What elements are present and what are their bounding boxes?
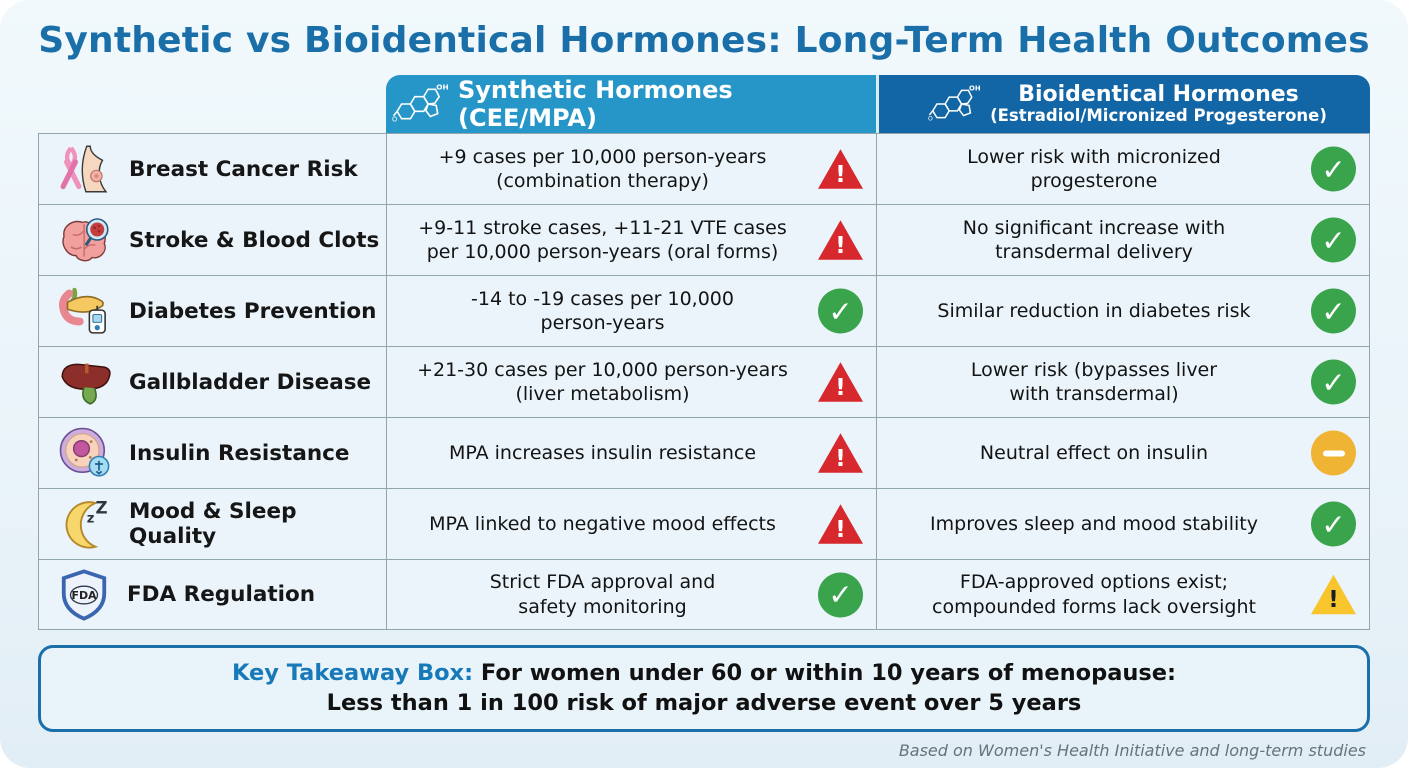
synthetic-cell-text: +9 cases per 10,000 person-years (combin… [438, 145, 767, 192]
row-label: FDA Regulation [127, 582, 316, 607]
status-icon [818, 149, 863, 189]
svg-text:z: z [87, 511, 95, 526]
synthetic-cell: -14 to -19 cases per 10,000 person-years [386, 275, 876, 346]
header-spacer [38, 75, 386, 133]
bioidentical-cell-text: No significant increase with transdermal… [962, 216, 1226, 263]
cell-insulin-icon [59, 427, 110, 477]
bioidentical-cell: Lower risk (bypasses liver with transder… [876, 346, 1370, 417]
page-title: Synthetic vs Bioidentical Hormones: Long… [38, 20, 1370, 61]
bioidentical-cell-text: Improves sleep and mood stability [930, 512, 1258, 535]
status-icon [1311, 574, 1356, 615]
pancreas-glucose-meter-icon [59, 287, 106, 334]
source-attribution: Based on Women's Health Initiative and l… [898, 740, 1366, 760]
synthetic-cell-text: -14 to -19 cases per 10,000 person-years [471, 287, 734, 334]
bioidentical-cell-text: Similar reduction in diabetes risk [937, 299, 1251, 322]
column-header-synthetic: OH O Synthetic Hormones (CEE/MPA) [386, 75, 876, 133]
synthetic-cell-text: +9-11 stroke cases, +11-21 VTE cases per… [418, 216, 787, 263]
synthetic-cell: Strict FDA approval and safety monitorin… [386, 559, 876, 630]
steroid-molecule-icon: OH O [928, 84, 980, 122]
synthetic-cell-text: Strict FDA approval and safety monitorin… [489, 571, 716, 618]
key-takeaway-text: Key Takeaway Box: For women under 60 or … [57, 658, 1351, 719]
synthetic-cell-text: +21-30 cases per 10,000 person-years (li… [417, 358, 788, 405]
key-takeaway-label: Key Takeaway Box: [231, 660, 474, 686]
svg-text:OH: OH [969, 84, 980, 92]
status-icon [818, 572, 863, 617]
brain-clot-icon [62, 218, 109, 262]
status-icon [1311, 217, 1356, 263]
status-icon [1311, 430, 1356, 476]
synthetic-cell: MPA linked to negative mood effects [386, 488, 876, 559]
bioidentical-cell: FDA-approved options exist; compounded f… [876, 559, 1370, 630]
row-label-cell: Breast Cancer Risk [38, 133, 386, 204]
bioidentical-cell-text: Lower risk with micronized progesterone [967, 145, 1221, 192]
svg-text:O: O [392, 116, 397, 124]
synthetic-cell: +9 cases per 10,000 person-years (combin… [386, 133, 876, 204]
status-icon [818, 362, 863, 402]
column-title-bioidentical: Bioidentical Hormones [1018, 81, 1299, 107]
row-label-cell: Stroke & Blood Clots [38, 204, 386, 275]
row-label: Stroke & Blood Clots [129, 227, 380, 253]
synthetic-cell: +9-11 stroke cases, +11-21 VTE cases per… [386, 204, 876, 275]
synthetic-cell-text: MPA increases insulin resistance [448, 441, 757, 464]
row-label-cell: z Z Mood & Sleep Quality [38, 488, 386, 559]
column-title-synthetic: Synthetic Hormones (CEE/MPA) [458, 76, 733, 132]
key-takeaway-box: Key Takeaway Box: For women under 60 or … [38, 645, 1370, 732]
bioidentical-cell: Similar reduction in diabetes risk [876, 275, 1370, 346]
row-label-cell: Insulin Resistance [38, 417, 386, 488]
column-subtitle-bioidentical: (Estradiol/Micronized Progesterone) [990, 106, 1327, 126]
status-icon [818, 504, 863, 544]
steroid-molecule-icon: OH O [392, 83, 448, 124]
svg-text:OH: OH [436, 83, 448, 91]
status-icon [818, 220, 863, 260]
crescent-moon-sleep-icon: z Z [65, 499, 108, 549]
status-icon [818, 288, 863, 334]
bioidentical-cell-text: Lower risk (bypasses liver with transder… [970, 358, 1218, 405]
status-icon [818, 433, 863, 473]
synthetic-cell-text: MPA linked to negative mood effects [429, 512, 776, 535]
key-takeaway-body: For women under 60 or within 10 years of… [326, 660, 1177, 717]
status-icon [1311, 359, 1356, 405]
row-label: Insulin Resistance [129, 440, 350, 466]
row-label-cell: Diabetes Prevention [38, 275, 386, 346]
fda-shield-icon: FDA [61, 568, 107, 621]
synthetic-cell: MPA increases insulin resistance [386, 417, 876, 488]
liver-gallbladder-icon [61, 363, 111, 405]
bioidentical-cell-text: FDA-approved options exist; compounded f… [932, 571, 1256, 618]
row-label: Gallbladder Disease [129, 369, 372, 395]
bioidentical-cell: Lower risk with micronized progesterone [876, 133, 1370, 204]
svg-text:FDA: FDA [71, 589, 97, 602]
bioidentical-cell: Neutral effect on insulin [876, 417, 1370, 488]
row-label: Breast Cancer Risk [129, 156, 358, 182]
row-label: Mood & Sleep Quality [129, 499, 297, 549]
synthetic-cell: +21-30 cases per 10,000 person-years (li… [386, 346, 876, 417]
status-icon [1311, 501, 1356, 547]
comparison-table: OH O Synthetic Hormones (CEE/MPA) OH O B… [38, 75, 1370, 630]
status-icon [1311, 288, 1356, 334]
breast-cancer-ribbon-icon [60, 145, 108, 193]
bioidentical-cell: Improves sleep and mood stability [876, 488, 1370, 559]
bioidentical-cell-text: Neutral effect on insulin [979, 441, 1209, 464]
svg-text:Z: Z [96, 499, 108, 518]
status-icon [1311, 146, 1356, 192]
column-header-bioidentical: OH O Bioidentical Hormones (Estradiol/Mi… [876, 75, 1370, 133]
row-label-cell: Gallbladder Disease [38, 346, 386, 417]
bioidentical-cell: No significant increase with transdermal… [876, 204, 1370, 275]
row-label-cell: FDA FDA Regulation [38, 559, 386, 630]
row-label: Diabetes Prevention [129, 298, 377, 324]
svg-text:O: O [928, 115, 933, 122]
